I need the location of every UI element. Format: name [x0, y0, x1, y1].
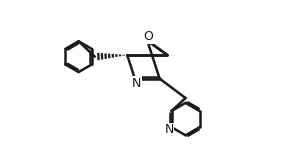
Text: N: N [132, 77, 141, 90]
Text: O: O [143, 30, 153, 43]
Text: N: N [164, 123, 174, 136]
